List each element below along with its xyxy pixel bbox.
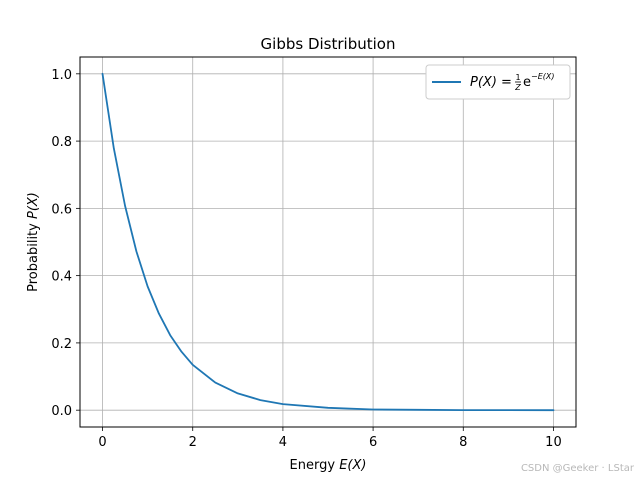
y-tick-label: 0.6 [51,202,72,217]
x-tick-label: 8 [459,435,467,450]
y-axis-title-math: P(X) [26,192,41,219]
x-axis-title-math: E(X) [339,458,366,473]
grid [80,57,576,427]
x-axis-title-prefix: Energy [290,458,340,473]
x-tick-label: 2 [189,435,197,450]
legend-frac-num: 1 [515,73,520,82]
y-tick-label: 1.0 [51,68,72,83]
y-axis-title-prefix: Probability [26,219,41,292]
legend-label: P(X) = [470,75,512,90]
series-layer [101,72,555,412]
y-tick-label: 0.0 [51,404,72,419]
y-tick-label: 0.4 [51,270,72,285]
y-tick-label: 0.8 [51,135,72,150]
chart-title: Gibbs Distribution [261,35,396,53]
x-tick-label: 4 [279,435,287,450]
x-tick-label: 10 [545,435,562,450]
legend: P(X) = 1 Z e −E(X) [425,64,571,100]
legend-exponent: −E(X) [531,72,554,81]
plot-frame [79,56,577,428]
y-tick-label: 0.2 [51,337,72,352]
legend-lhs: P(X) [470,75,497,90]
plot-area [80,57,576,427]
legend-base: e [523,75,531,90]
legend-box [425,64,571,100]
x-tick-label: 0 [98,435,106,450]
legend-frac-den: Z [514,83,521,92]
watermark: CSDN @Geeker · LStar [520,463,634,474]
x-axis-title: Energy E(X) [290,458,367,473]
y-axis-title: Probability P(X) [26,192,41,292]
series-line [101,72,555,412]
ticks: 0 2 4 6 8 10 0.0 0.2 0.4 0.6 0.8 1.0 [51,68,561,450]
x-tick-label: 6 [369,435,377,450]
